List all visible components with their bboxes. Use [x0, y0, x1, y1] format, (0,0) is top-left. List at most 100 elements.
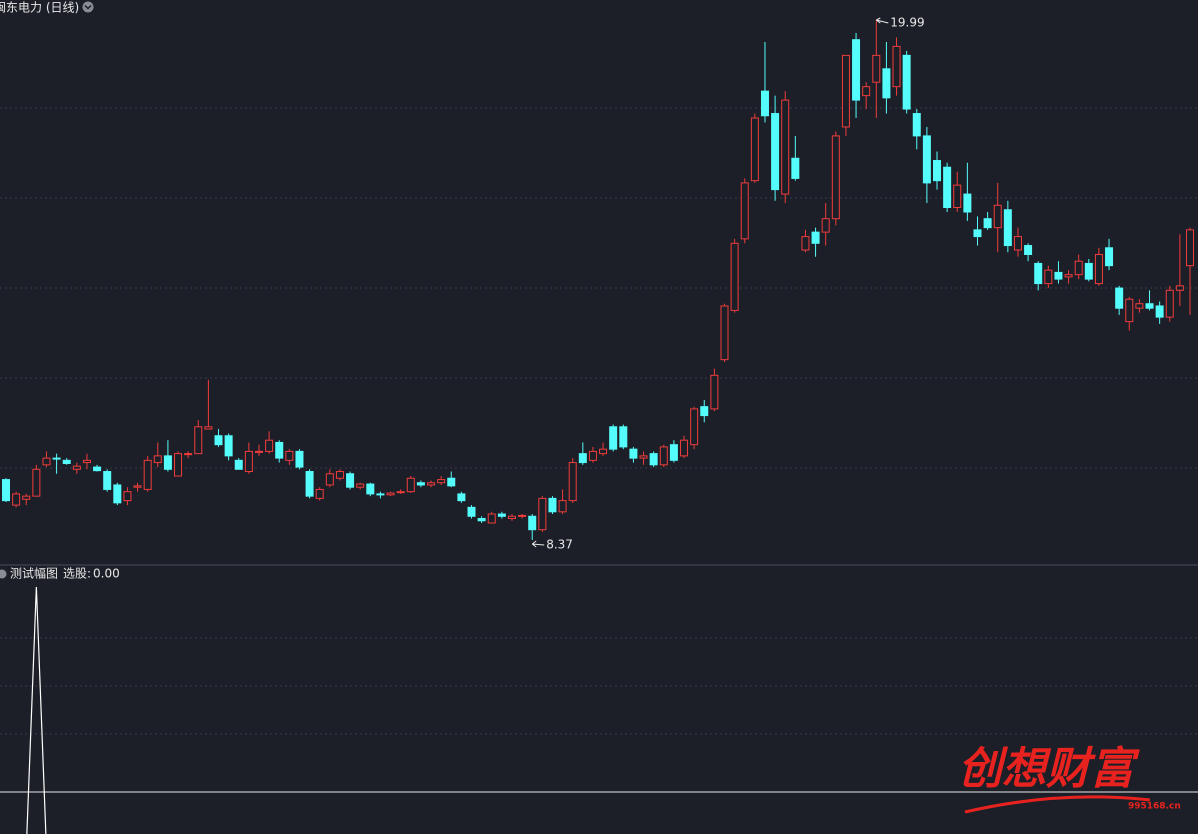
- candle-body: [487, 513, 496, 524]
- candle-body: [396, 491, 405, 494]
- candle-body: [609, 426, 618, 450]
- candle-body: [781, 99, 790, 195]
- candle-body: [244, 450, 253, 473]
- indicator-name: 选股:: [63, 567, 91, 581]
- candle-body: [700, 406, 709, 417]
- candle-body: [22, 495, 31, 500]
- candle-body: [953, 184, 962, 209]
- candle-body: [32, 468, 41, 497]
- candle-body: [771, 113, 780, 191]
- candle-body: [619, 426, 628, 448]
- candle-body: [629, 448, 638, 459]
- watermark-stroke: [964, 795, 1151, 814]
- candle-body: [831, 135, 840, 220]
- candle-body: [305, 471, 314, 497]
- candle-body: [1074, 260, 1083, 276]
- candle-body: [386, 492, 395, 496]
- candle-body: [224, 435, 233, 457]
- candle-body: [811, 231, 820, 244]
- candle-body: [204, 426, 213, 430]
- candle-body: [558, 500, 567, 513]
- candle-body: [1084, 262, 1093, 280]
- candle-body: [123, 491, 132, 502]
- candle-body: [1024, 245, 1033, 255]
- candle-body: [1115, 287, 1124, 309]
- candle-body: [750, 117, 759, 182]
- panel-icon[interactable]: [0, 569, 7, 579]
- candle-body: [325, 473, 334, 486]
- candle-body: [315, 488, 324, 499]
- watermark: 创想财富: [958, 744, 1140, 795]
- candle-body: [406, 477, 415, 493]
- candle-body: [862, 86, 871, 97]
- candle-body: [1155, 305, 1164, 318]
- candle-body: [1175, 285, 1184, 291]
- candle-body: [366, 483, 375, 495]
- candle-body: [690, 408, 699, 446]
- candle-body: [416, 482, 425, 486]
- candle-body: [1003, 209, 1012, 247]
- candle-body: [1094, 253, 1103, 285]
- candle-body: [669, 444, 678, 461]
- candle-body: [457, 493, 466, 502]
- candle-body: [194, 426, 203, 455]
- candle-body: [680, 439, 689, 457]
- candle-body: [113, 484, 122, 504]
- candle-body: [892, 45, 901, 88]
- candle-body: [42, 457, 51, 466]
- dropdown-arrow: [84, 4, 92, 10]
- candle-body: [265, 439, 274, 452]
- candle-body: [477, 518, 486, 522]
- candle-body: [578, 453, 587, 464]
- max-arrow: [875, 17, 889, 24]
- max-label: 19.99: [890, 16, 924, 30]
- candle-body: [52, 457, 61, 460]
- candle-body: [841, 54, 850, 128]
- candle-body: [12, 493, 21, 506]
- candle-body: [1054, 271, 1063, 280]
- candle-body: [791, 157, 800, 179]
- candle-body: [1125, 298, 1134, 323]
- candle-body: [922, 135, 931, 184]
- candle-body: [356, 483, 365, 488]
- candle-body: [730, 242, 739, 311]
- candle-body: [214, 435, 223, 446]
- candle-body: [933, 160, 942, 182]
- candle-body: [548, 497, 557, 513]
- candle-body: [234, 459, 243, 470]
- candle-body: [872, 54, 881, 83]
- candle-body: [2, 479, 10, 502]
- candle-body: [852, 39, 861, 101]
- candle-body: [153, 455, 162, 464]
- min-label: 8.37: [546, 538, 573, 552]
- candle-body: [174, 453, 183, 477]
- candle-body: [427, 482, 436, 486]
- candle-body: [518, 514, 527, 517]
- candle-body: [103, 471, 112, 490]
- candle-body: [943, 166, 952, 209]
- candle-body: [740, 182, 749, 240]
- candle-body: [599, 448, 608, 455]
- candle-body: [801, 236, 810, 251]
- candle-body: [295, 450, 304, 468]
- candle-body: [1145, 303, 1154, 309]
- candle-body: [507, 515, 516, 520]
- min-arrow: [531, 540, 545, 548]
- candle-body: [760, 90, 769, 117]
- candle-body: [62, 459, 71, 464]
- candle-body: [335, 471, 344, 479]
- dropdown-icon[interactable]: [82, 1, 94, 13]
- candle-body: [346, 473, 355, 488]
- candle-body: [963, 193, 972, 213]
- candle-body: [93, 466, 102, 472]
- candle-body: [143, 459, 152, 490]
- candle-body: [649, 453, 658, 466]
- candle-body: [467, 506, 476, 517]
- candle-body: [1034, 262, 1043, 285]
- candle-body: [1013, 236, 1022, 251]
- candle-body: [1044, 269, 1053, 285]
- candle-body: [568, 462, 577, 502]
- candles: 19.99 8.37: [2, 16, 1194, 552]
- candle-body: [497, 513, 506, 517]
- candle-body: [1064, 274, 1073, 278]
